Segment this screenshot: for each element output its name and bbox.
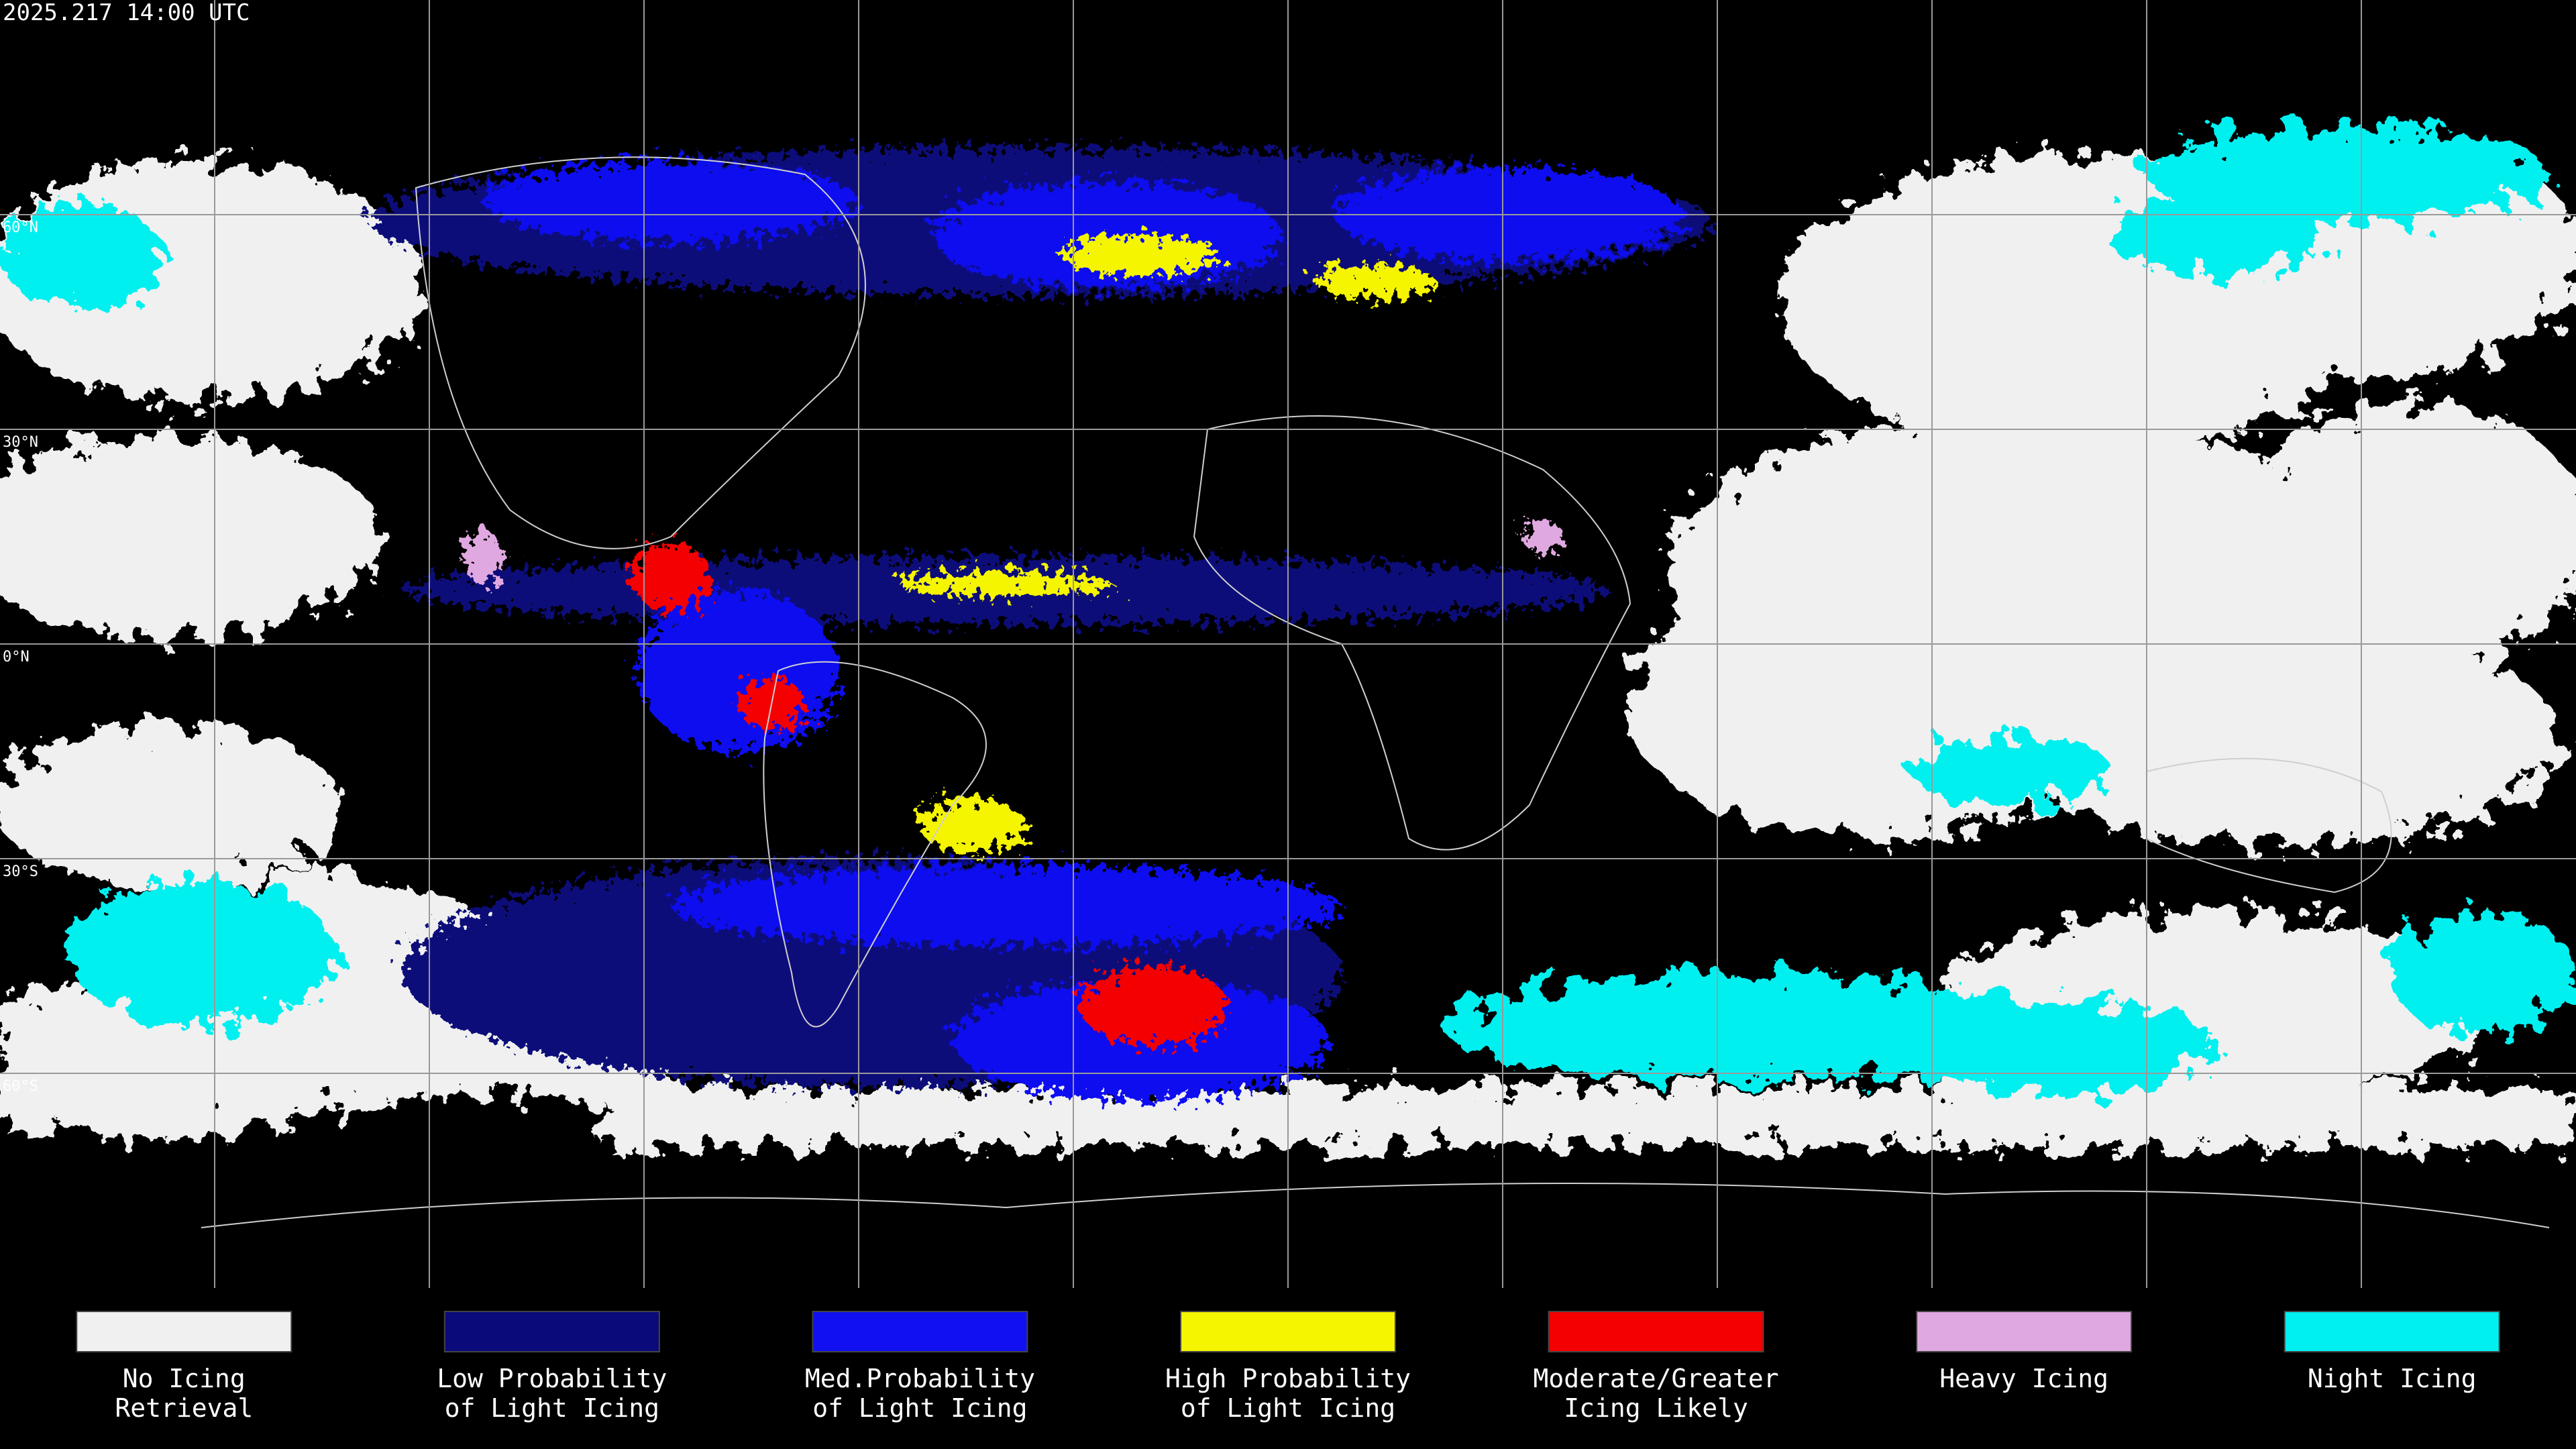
legend-swatch	[76, 1311, 292, 1352]
legend-label: of Light Icing	[445, 1393, 659, 1423]
coastline	[201, 1183, 2550, 1228]
coastline	[763, 661, 987, 1028]
legend-swatch	[1916, 1311, 2133, 1352]
legend-swatch	[1548, 1311, 1764, 1352]
legend-label: Night Icing	[2308, 1364, 2477, 1393]
latitude-label: 30°N	[3, 434, 38, 451]
latitude-label: 60°S	[3, 1078, 38, 1095]
icing-imagery	[369, 148, 1711, 1100]
legend-swatch	[2284, 1311, 2500, 1352]
legend-label: Heavy Icing	[1939, 1364, 2108, 1393]
lat-lon-grid	[0, 0, 2576, 1288]
legend-label: of Light Icing	[1181, 1393, 1395, 1423]
legend-label: Icing Likely	[1564, 1393, 1748, 1423]
legend-label: Moderate/Greater	[1534, 1364, 1779, 1393]
coastline	[415, 156, 866, 549]
legend-swatch	[1180, 1311, 1396, 1352]
legend-label: Med.Probability	[805, 1364, 1035, 1393]
latitude-label: 60°N	[3, 219, 38, 236]
latitude-label: 30°S	[3, 863, 38, 880]
legend-label: Retrieval	[115, 1393, 253, 1423]
latitude-label: 0°N	[3, 649, 30, 665]
legend-swatch	[812, 1311, 1028, 1352]
timestamp: 2025.217 14:00 UTC	[3, 0, 250, 26]
coastline	[2146, 757, 2392, 894]
legend-label: of Light Icing	[812, 1393, 1027, 1423]
legend-label: Low Probability	[437, 1364, 667, 1393]
legend-label: High Probability	[1165, 1364, 1411, 1393]
cloud-imagery	[0, 127, 2576, 1147]
legend-label: No Icing	[123, 1364, 246, 1393]
legend-swatch	[443, 1311, 660, 1352]
latitude-labels: 60°N 30°N 0°N 30°S 60°S	[3, 219, 38, 1095]
